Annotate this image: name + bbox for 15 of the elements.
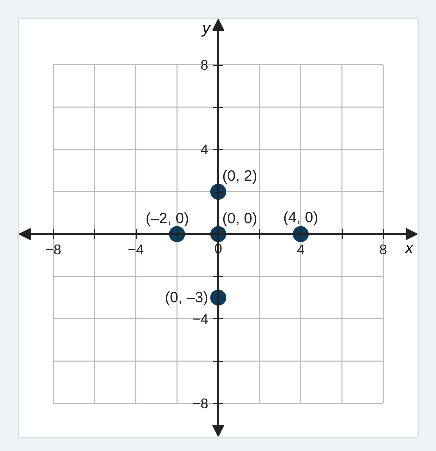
data-label: (0, 0): [222, 210, 258, 228]
x-tick-label: 8: [380, 241, 388, 258]
x-tick-label: −4: [128, 241, 144, 258]
y-tick-label: 4: [200, 142, 209, 158]
data-label: (4, 0): [283, 209, 318, 226]
x-tick-label: 4: [297, 241, 306, 258]
data-label: (0, 2): [222, 168, 258, 186]
y-axis-title: y: [202, 20, 212, 38]
data-label: (–2, 0): [146, 210, 190, 228]
y-tick-label: 8: [200, 57, 209, 74]
data-label: (0, –3): [165, 289, 209, 306]
x-tick-label: −8: [46, 241, 62, 258]
x-axis-title: x: [404, 240, 414, 258]
y-tick-label: −4: [192, 310, 209, 327]
y-tick-label: −8: [192, 396, 209, 412]
